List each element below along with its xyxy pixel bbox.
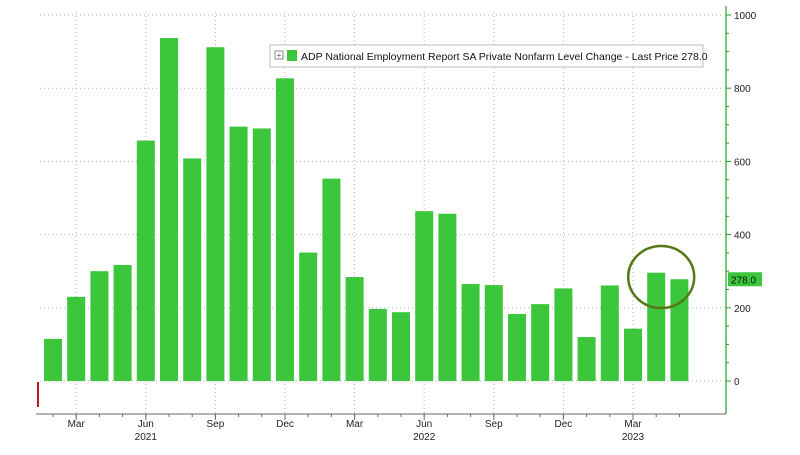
bar-2022-01[interactable] bbox=[299, 252, 318, 381]
legend: + ADP National Employment Report SA Priv… bbox=[269, 44, 708, 68]
y-tick-label: 200 bbox=[734, 304, 751, 315]
bar-2022-11[interactable] bbox=[531, 304, 550, 381]
legend-label: ADP National Employment Report SA Privat… bbox=[301, 51, 708, 63]
overlay-layer: 278.0 bbox=[37, 244, 762, 407]
bar-2022-06[interactable] bbox=[415, 211, 434, 381]
bar-2022-08[interactable] bbox=[461, 284, 480, 381]
bar-2023-01[interactable] bbox=[577, 337, 596, 381]
x-tick-label: Mar bbox=[624, 419, 642, 430]
x-tick-label: Jun bbox=[138, 419, 154, 430]
x-year-label: 2021 bbox=[135, 432, 158, 443]
bar-2021-05[interactable] bbox=[113, 264, 132, 381]
bar-2021-02[interactable] bbox=[44, 338, 62, 381]
bar-2022-02[interactable] bbox=[322, 178, 341, 381]
bar-2022-10[interactable] bbox=[508, 314, 526, 381]
legend-swatch bbox=[287, 50, 297, 61]
bar-2023-04[interactable] bbox=[647, 272, 666, 381]
bar-2021-08[interactable] bbox=[183, 158, 202, 381]
bar-2021-07[interactable] bbox=[160, 38, 178, 382]
x-tick-label: Dec bbox=[555, 419, 573, 430]
x-tick-label: Sep bbox=[207, 419, 225, 430]
axis-layer: 0 200 400 600 800 1000 Mar Jun Sep Dec Mar Jun Sep De… bbox=[36, 6, 757, 443]
x-tick-label: Mar bbox=[68, 419, 86, 430]
y-tick-label: 1000 bbox=[734, 11, 757, 22]
y-tick-label: 600 bbox=[734, 157, 751, 168]
bar-2021-10[interactable] bbox=[229, 126, 248, 381]
x-tick-label: Dec bbox=[276, 419, 294, 430]
legend-collapse-glyph: + bbox=[277, 51, 282, 60]
bar-2023-05[interactable] bbox=[670, 279, 689, 381]
bar-2023-02[interactable] bbox=[600, 285, 619, 381]
bar-2022-03[interactable] bbox=[345, 277, 364, 381]
bar-2021-04[interactable] bbox=[90, 271, 109, 381]
last-value-label: 278.0 bbox=[731, 275, 756, 286]
bar-layer bbox=[44, 38, 689, 382]
x-tick-label: Sep bbox=[485, 419, 503, 430]
y-tick-label: 0 bbox=[734, 377, 740, 388]
last-value-badge bbox=[728, 272, 762, 287]
bar-2021-09[interactable] bbox=[206, 47, 225, 381]
bar-2022-07[interactable] bbox=[438, 213, 457, 381]
bar-2021-11[interactable] bbox=[252, 128, 271, 381]
bar-2021-03[interactable] bbox=[67, 296, 86, 381]
x-tick-label: Mar bbox=[346, 419, 364, 430]
y-tick-label: 400 bbox=[734, 231, 751, 242]
y-tick-label: 800 bbox=[734, 84, 751, 95]
x-year-label: 2022 bbox=[413, 432, 436, 443]
highlight-circle bbox=[626, 244, 696, 310]
bar-2023-03[interactable] bbox=[624, 328, 642, 381]
bar-2021-12[interactable] bbox=[276, 78, 294, 382]
bar-2021-06[interactable] bbox=[136, 140, 155, 381]
legend-collapse-toggle[interactable] bbox=[274, 50, 284, 60]
x-tick-label: Jun bbox=[416, 419, 432, 430]
legend-box bbox=[269, 44, 704, 68]
bar-2022-09[interactable] bbox=[484, 285, 503, 381]
bar-2022-04[interactable] bbox=[368, 308, 387, 381]
x-year-label: 2023 bbox=[622, 432, 645, 443]
bar-2022-05[interactable] bbox=[392, 312, 410, 381]
bar-2022-12[interactable] bbox=[554, 288, 573, 381]
